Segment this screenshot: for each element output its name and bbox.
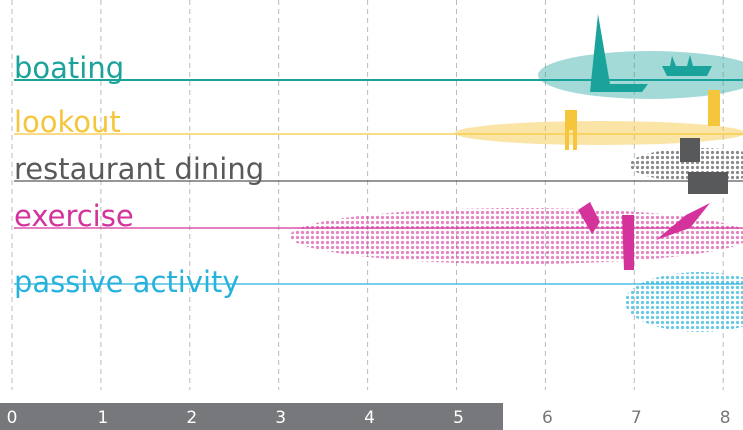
tick-label: 6 xyxy=(542,408,553,428)
passive-shape xyxy=(625,272,743,332)
axis-bar xyxy=(0,403,503,430)
dining-icon xyxy=(680,138,728,194)
activity-shapes xyxy=(290,14,743,332)
tick-label: 3 xyxy=(275,408,286,428)
ticks: 0 1 2 3 4 5 6 7 8 xyxy=(7,408,731,428)
tick-label: 1 xyxy=(97,408,108,428)
tick-label: 8 xyxy=(720,408,731,428)
sail-icon xyxy=(590,14,648,92)
row-label: passive activity xyxy=(14,265,240,299)
exercise-shape xyxy=(290,208,743,264)
row-label: lookout xyxy=(14,105,121,139)
tick-label: 7 xyxy=(631,408,642,428)
tick-label: 4 xyxy=(364,408,375,428)
exercise-icon xyxy=(578,202,710,270)
row-label: boating xyxy=(14,51,124,85)
tick-label: 0 xyxy=(7,408,18,428)
rows: boating lookout restaurant dining exercise p… xyxy=(14,51,743,299)
boat-icon xyxy=(662,55,712,76)
row-label: exercise xyxy=(14,199,134,233)
row-label: restaurant dining xyxy=(14,152,264,186)
tick-label: 5 xyxy=(453,408,464,428)
lookout-shape xyxy=(455,121,743,145)
grid xyxy=(11,0,724,390)
tick-label: 2 xyxy=(186,408,197,428)
